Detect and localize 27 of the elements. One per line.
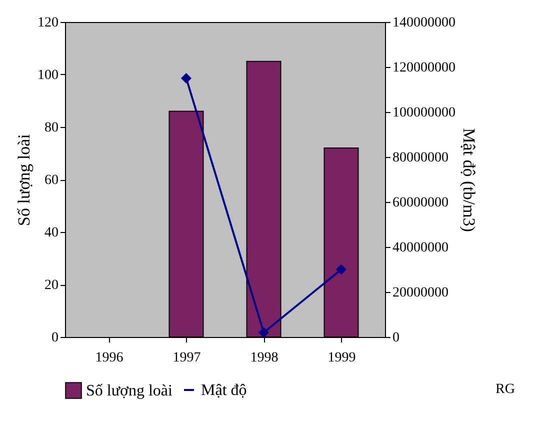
- x-tick-label: 1998: [250, 350, 278, 366]
- y-tick-label: 100: [38, 68, 58, 83]
- y-tick-label: 0: [52, 330, 58, 346]
- y2-tick-label: 140000000: [392, 16, 456, 30]
- legend-label: Mật độ: [201, 382, 247, 399]
- y2-tick-label: 80000000: [392, 150, 448, 166]
- y-tick-label: 60: [44, 173, 58, 188]
- y-axis-title: Số lượng loài: [14, 134, 34, 226]
- y2-tick-label: 40000000: [392, 240, 448, 256]
- y2-tick-label: 60000000: [392, 196, 448, 210]
- point: [336, 264, 346, 274]
- x-tick-label: 1999: [328, 350, 356, 366]
- y2-tick-label: 20000000: [392, 286, 448, 300]
- y2-tick-label: 0: [392, 330, 400, 346]
- point: [258, 328, 269, 338]
- legend-label: Số lượng loài: [86, 382, 174, 400]
- y2-tick-label: 100000000: [392, 106, 456, 120]
- y2-axis-title: Mật độ (tb/m3): [460, 128, 478, 232]
- text: RG: [496, 382, 515, 397]
- y2-tick-label: 120000000: [392, 60, 456, 76]
- y-tick-label: 120: [38, 16, 58, 30]
- x-tick-label: 1996: [95, 350, 124, 366]
- y-tick-label: 20: [44, 278, 58, 293]
- y-tick-label: 80: [44, 120, 58, 136]
- x-tick-label: 1997: [172, 350, 201, 366]
- point: [181, 73, 192, 84]
- y-tick-label: 40: [44, 226, 58, 240]
